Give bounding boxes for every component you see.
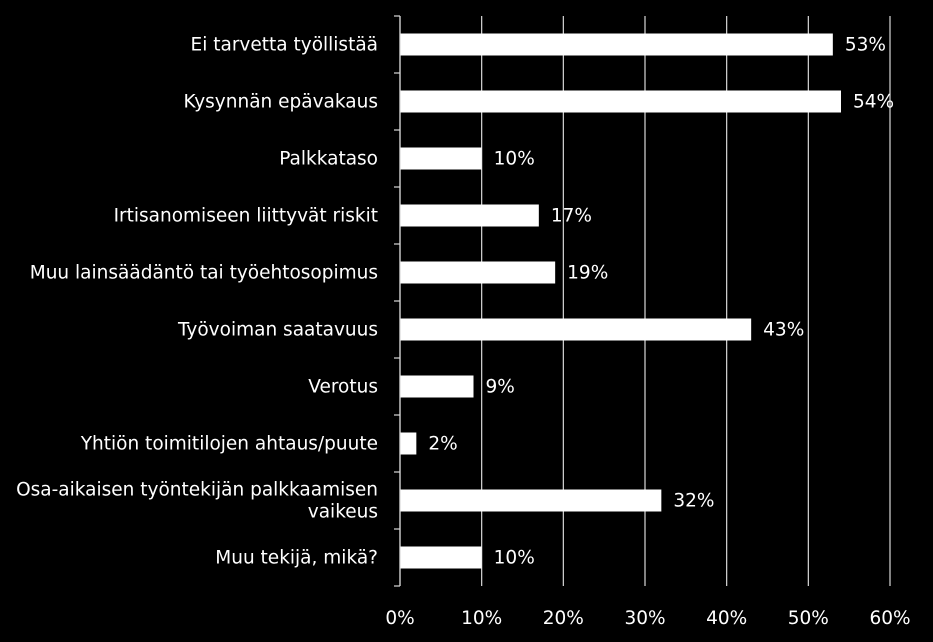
bar [400,33,833,56]
bar [400,261,556,284]
category-label: Yhtiön toimitilojen ahtaus/puute [80,434,378,455]
category-label: Ei tarvetta työllistää [191,35,378,56]
data-label: 2% [428,434,457,455]
category-label: Muu lainsäädäntö tai työehtosopimus [30,263,378,284]
x-tick-label: 50% [788,608,829,629]
category-label: Osa-aikaisen työntekijän palkkaamisen vai… [16,480,378,523]
bar [400,90,841,113]
data-label: 43% [763,320,804,341]
data-label: 32% [673,491,714,512]
category-label: Työvoiman saatavuus [177,320,378,341]
data-label: 10% [494,548,535,569]
category-label: Palkkataso [279,149,378,170]
bar [400,375,474,398]
bar [400,204,539,227]
x-tick-label: 60% [869,608,910,629]
category-labels: Ei tarvetta työllistää Kysynnän epävakaus… [16,35,378,569]
bar [400,432,417,455]
data-label: 53% [845,35,886,56]
data-label: 54% [853,92,894,113]
bar [400,489,662,512]
category-label: Muu tekijä, mikä? [215,548,378,569]
data-label: 9% [486,377,515,398]
bar [400,546,482,569]
x-tick-label: 20% [543,608,584,629]
category-label: Verotus [308,377,378,398]
category-label: Irtisanomiseen liittyvät riskit [114,206,378,227]
data-label: 19% [567,263,608,284]
bar [400,147,482,170]
x-tick-label: 40% [706,608,747,629]
bar [400,318,752,341]
x-tick-label: 30% [624,608,665,629]
data-labels: 53% 54% 10% 17% 19% 43% 9% 2% 32% 10% [428,35,894,569]
data-label: 10% [494,149,535,170]
x-tick-label: 10% [461,608,502,629]
data-label: 17% [551,206,592,227]
category-label: Kysynnän epävakaus [183,92,378,113]
x-tick-label: 0% [385,608,414,629]
value-axis: 0% 10% 20% 30% 40% 50% 60% [385,15,911,629]
bars [400,33,841,569]
